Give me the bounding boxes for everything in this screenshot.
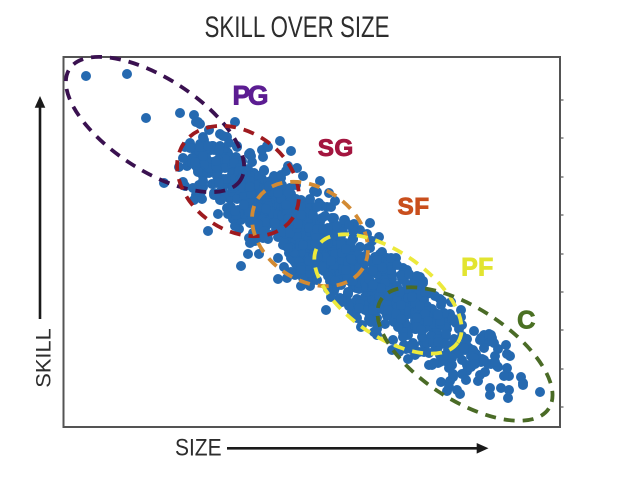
svg-text:C: C	[517, 307, 535, 335]
svg-text:SF: SF	[398, 194, 430, 221]
svg-text:SKILL: SKILL	[32, 328, 55, 388]
svg-text:SIZE: SIZE	[175, 435, 222, 462]
svg-text:SG: SG	[318, 135, 354, 162]
svg-text:PG: PG	[233, 80, 269, 110]
svg-text:SKILL OVER SIZE: SKILL OVER SIZE	[205, 11, 390, 44]
svg-text:PF: PF	[461, 255, 493, 282]
